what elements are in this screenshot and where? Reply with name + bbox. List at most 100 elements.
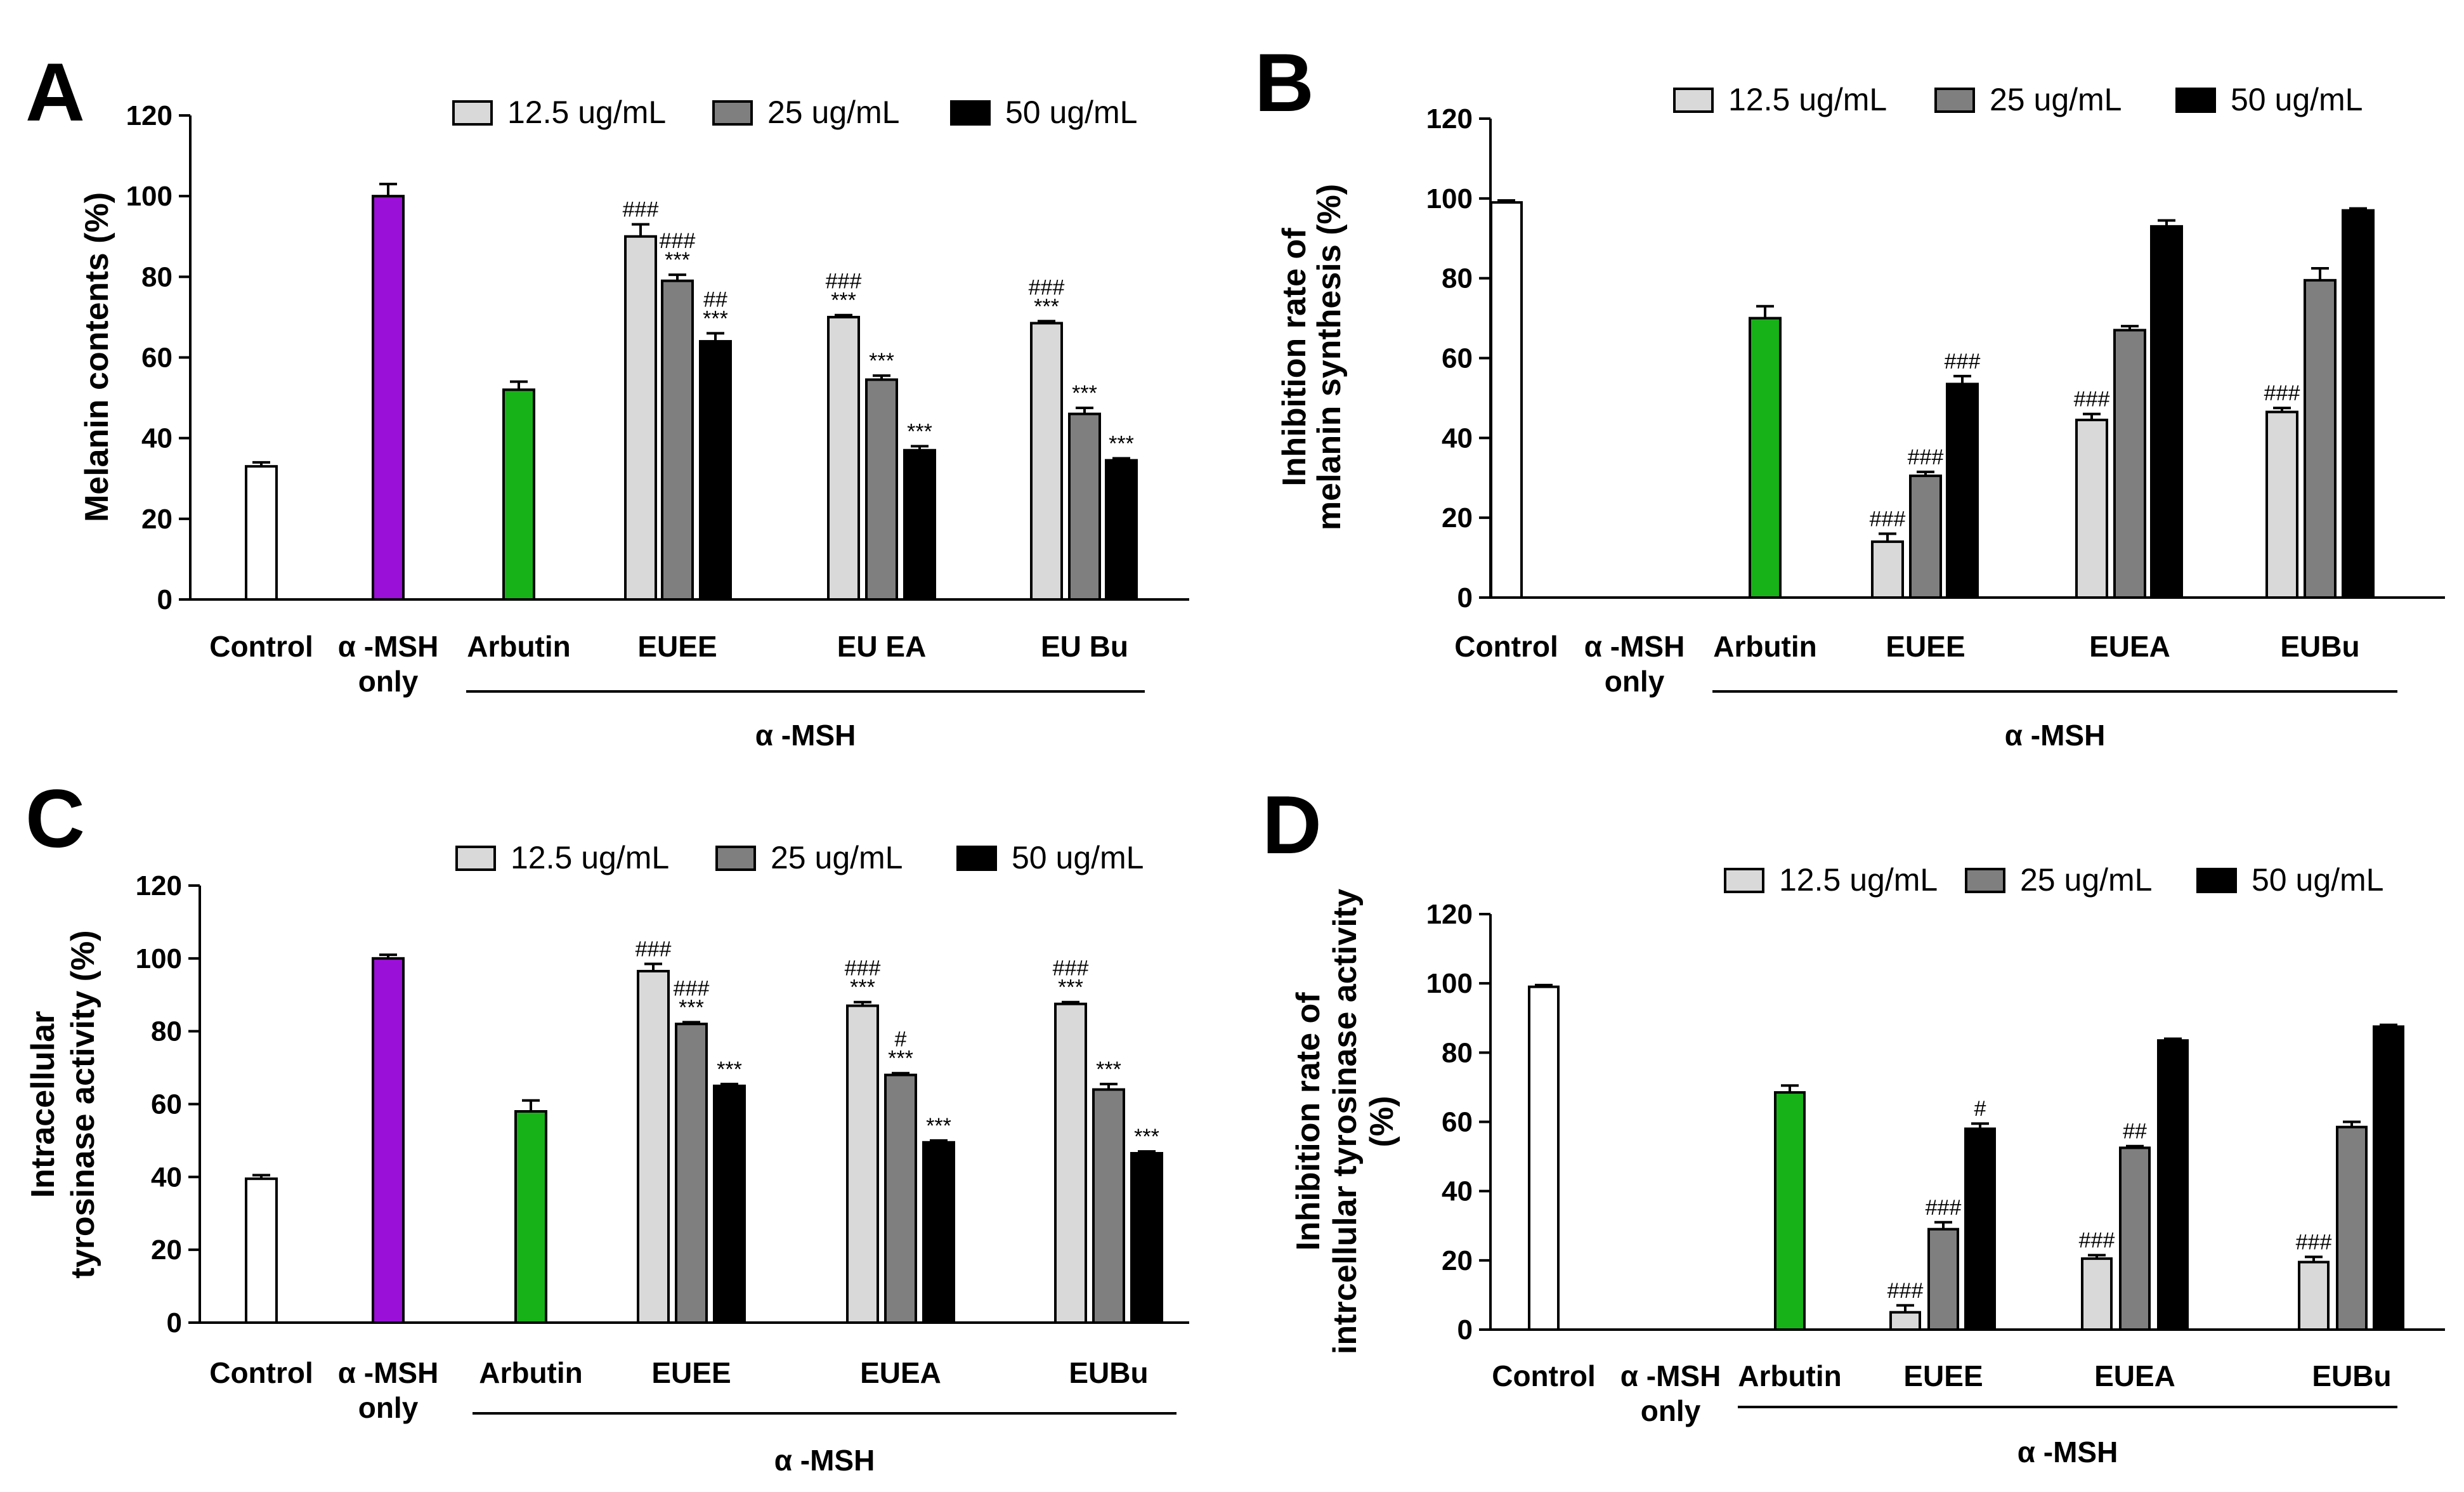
bar [922, 1141, 955, 1324]
bar [1528, 985, 1560, 1331]
bar [2157, 1039, 2189, 1331]
legend-label: 50 ug/mL [1012, 840, 1144, 875]
legend-label: 25 ug/mL [767, 95, 899, 130]
bar [502, 388, 535, 601]
y-axis-label: intrcellular tyrosinase activity [1327, 889, 1364, 1354]
y-tick-label: 20 [1442, 502, 1473, 533]
legend-label: 12.5 ug/mL [1779, 862, 1938, 898]
group-label: α -MSH [2017, 1436, 2118, 1469]
category-label: EUEE [1903, 1359, 1983, 1392]
legend-swatch [455, 846, 496, 871]
bar [1068, 412, 1101, 601]
legend-swatch [2175, 88, 2216, 113]
y-axis-label: (%) [1364, 1096, 1400, 1148]
significance-label: # [895, 1028, 907, 1052]
significance-label: ### [1887, 1279, 1924, 1303]
panel-letter: A [25, 46, 85, 138]
significance-label: ### [1029, 275, 1065, 299]
legend-label: 12.5 ug/mL [511, 840, 669, 875]
bar [846, 1004, 879, 1324]
legend-label: 50 ug/mL [2231, 82, 2363, 117]
legend-swatch [2196, 868, 2237, 893]
y-tick-label: 100 [136, 943, 182, 974]
category-label: EUBu [2312, 1359, 2391, 1392]
bar [1092, 1088, 1125, 1324]
category-label: only [358, 1391, 419, 1424]
bar [1490, 201, 1523, 599]
legend-label: 12.5 ug/mL [1728, 82, 1887, 117]
bar [1749, 317, 1782, 599]
significance-label: *** [831, 289, 856, 313]
y-tick-label: 120 [136, 870, 182, 901]
bar [1909, 474, 1942, 599]
category-label: EU EA [837, 630, 927, 663]
significance-label: ### [1945, 350, 1981, 374]
significance-label: *** [717, 1057, 742, 1082]
legend-label: 25 ug/mL [771, 840, 903, 875]
category-label: EUEE [637, 630, 717, 663]
y-tick-label: 60 [1442, 343, 1473, 374]
bar [1871, 540, 1904, 599]
significance-label: *** [1034, 294, 1059, 318]
y-tick-label: 0 [1457, 1314, 1473, 1345]
significance-label: ### [1870, 507, 1906, 531]
bar [1774, 1091, 1806, 1331]
bar [2265, 410, 2298, 599]
significance-label: ### [1926, 1196, 1962, 1220]
bar [2119, 1146, 2151, 1331]
category-label: only [358, 665, 419, 698]
panel-c: C 0 20 40 60 80 100 120 Intracellular tyrosinase … [25, 772, 1189, 1477]
bar [865, 378, 898, 601]
category-label: EUEA [2089, 630, 2170, 663]
bar [624, 235, 657, 601]
significance-label: ### [2074, 388, 2110, 412]
significance-label: *** [1096, 1057, 1121, 1082]
bar [1054, 1002, 1087, 1324]
bar [1946, 383, 1979, 599]
category-label: EU Bu [1041, 630, 1128, 663]
category-label: EUBu [1069, 1356, 1148, 1389]
category-label: α -MSH [1584, 630, 1685, 663]
legend-swatch [1934, 88, 1975, 113]
bar [2298, 1260, 2330, 1331]
y-tick-label: 100 [1426, 968, 1473, 999]
legend-label: 12.5 ug/mL [507, 95, 666, 130]
significance-label: *** [665, 248, 690, 272]
y-tick-label: 40 [151, 1162, 182, 1193]
significance-label: *** [1109, 431, 1134, 455]
y-axis-label: Melanin contents (%) [79, 192, 115, 522]
legend-swatch [452, 100, 493, 126]
legend-label: 25 ug/mL [1990, 82, 2122, 117]
y-tick-label: 40 [1442, 1176, 1473, 1207]
significance-label: *** [1134, 1125, 1159, 1149]
bar [2336, 1125, 2368, 1331]
bar [1964, 1127, 1996, 1331]
category-label: EUEE [651, 1356, 731, 1389]
category-label: Control [209, 1356, 313, 1389]
category-label: EUEA [860, 1356, 941, 1389]
y-tick-label: 120 [1426, 899, 1473, 930]
legend-swatch [1673, 88, 1714, 113]
y-tick-label: 20 [151, 1234, 182, 1266]
y-tick-label: 0 [167, 1307, 182, 1338]
bar [1030, 322, 1063, 601]
y-axis-label: tyrosinase activity (%) [65, 930, 101, 1278]
y-tick-label: 0 [157, 584, 173, 615]
category-label: α -MSH [338, 1356, 439, 1389]
category-label: only [1641, 1394, 1701, 1427]
bar [372, 957, 405, 1325]
bar [699, 340, 732, 601]
bar [675, 1023, 708, 1325]
bar [661, 279, 694, 601]
legend-label: 50 ug/mL [1005, 95, 1137, 130]
significance-label: ## [2123, 1120, 2147, 1144]
bar [1927, 1227, 1959, 1332]
y-tick-label: 80 [1442, 1037, 1473, 1068]
panel-letter: C [25, 772, 85, 865]
y-tick-label: 40 [141, 423, 173, 454]
significance-label: ### [2079, 1229, 2115, 1253]
significance-label: *** [679, 995, 704, 1019]
panel-letter: B [1255, 36, 1314, 129]
panel-a: A 0 20 40 60 80 100 120 Melanin contents (%) 12.5… [25, 46, 1189, 752]
category-label: EUEE [1886, 630, 1965, 663]
